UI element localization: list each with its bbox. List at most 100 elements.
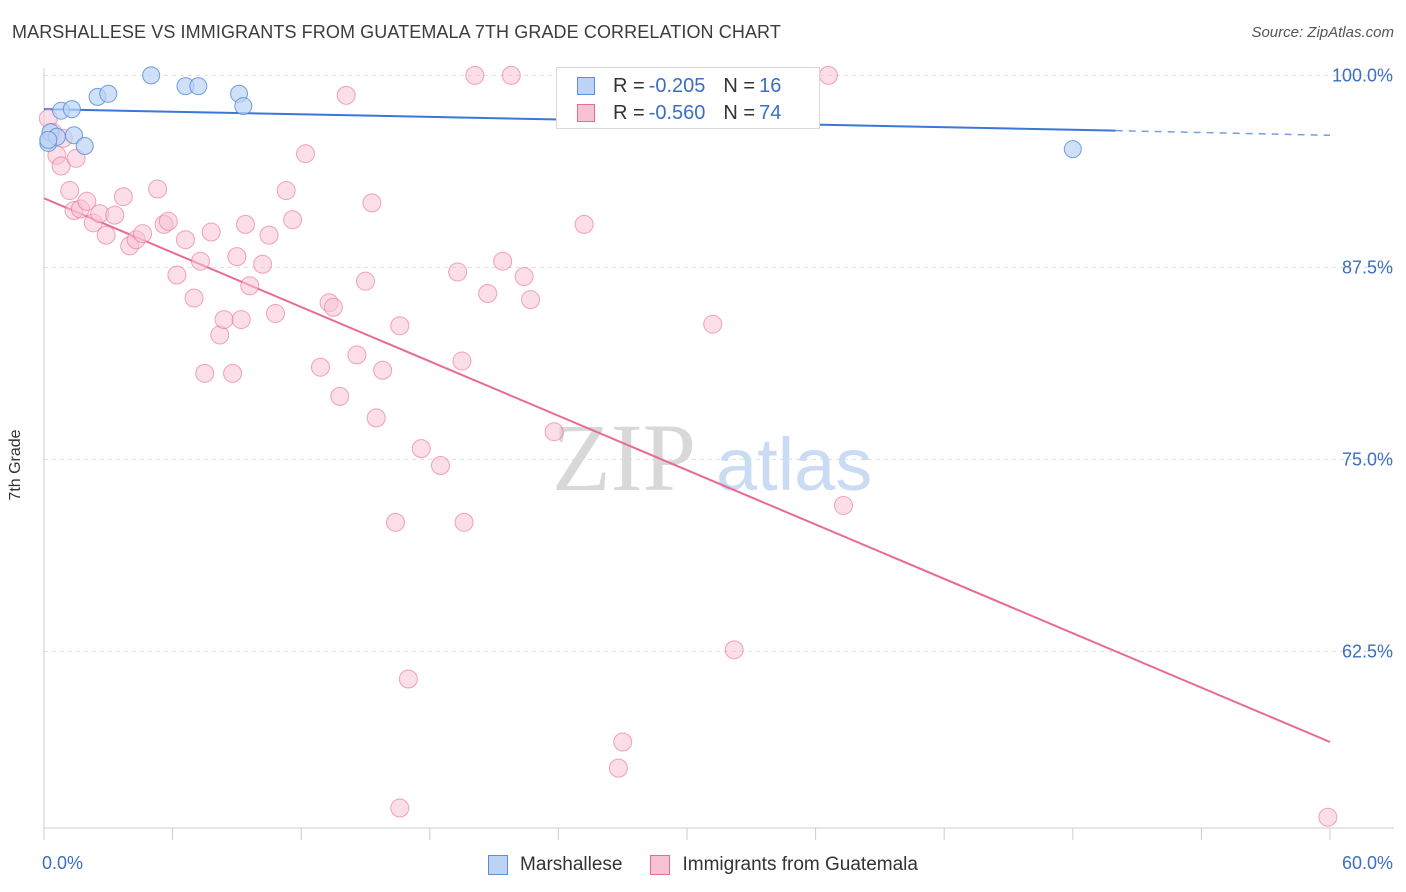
x-tick-label: 60.0% (1342, 853, 1393, 873)
data-point-guatemala (133, 224, 153, 244)
r-label: R = (613, 101, 645, 124)
r-value: -0.205 (648, 74, 706, 97)
data-point-guatemala (574, 214, 594, 234)
data-point-guatemala (148, 179, 168, 199)
data-point-guatemala (1318, 807, 1338, 827)
guatemala-swatch (577, 104, 595, 122)
tick-labels: 62.5% 75.0% 87.5% 100.0% 0.0% 60.0% (42, 65, 1393, 873)
stats-row-marshallese: R = -0.205 N = 16 (577, 73, 781, 99)
data-point-guatemala (201, 222, 221, 242)
stats-row-guatemala: R = -0.560 N = 74 (577, 100, 781, 126)
data-point-marshallese (39, 130, 58, 149)
data-point-guatemala (235, 214, 255, 234)
data-point-guatemala (323, 297, 343, 317)
data-point-guatemala (240, 276, 260, 296)
data-point-guatemala (310, 357, 330, 377)
data-point-guatemala (390, 316, 410, 336)
legend-label-marshallese: Marshallese (520, 854, 623, 875)
marshallese-swatch (577, 77, 595, 95)
legend-label-guatemala: Immigrants from Guatemala (682, 854, 918, 875)
data-point-guatemala (51, 156, 71, 176)
data-point-marshallese (1063, 140, 1082, 159)
data-point-guatemala (544, 422, 564, 442)
data-point-guatemala (452, 351, 472, 371)
data-point-guatemala (431, 456, 451, 476)
data-point-guatemala (608, 758, 628, 778)
data-point-guatemala (167, 265, 187, 285)
data-point-guatemala (613, 732, 633, 752)
data-point-guatemala (390, 798, 410, 818)
data-point-marshallese (75, 137, 94, 156)
trend-line-guatemala (43, 197, 1331, 743)
data-point-guatemala (158, 211, 178, 231)
series-marshallese-points (39, 66, 1082, 159)
data-point-guatemala (113, 187, 133, 207)
data-point-marshallese (142, 66, 161, 85)
data-point-guatemala (386, 512, 406, 532)
source-label: Source: ZipAtlas.com (1251, 24, 1394, 41)
data-point-guatemala (265, 303, 285, 323)
data-point-guatemala (465, 65, 485, 85)
data-point-guatemala (190, 251, 210, 271)
data-point-guatemala (77, 191, 97, 211)
data-point-guatemala (724, 640, 744, 660)
n-value: 74 (759, 101, 782, 124)
y-tick-label: 100.0% (1332, 65, 1393, 85)
watermark: ZIP atlas (552, 404, 872, 511)
legend: Marshallese Immigrants from Guatemala (0, 852, 1406, 878)
data-point-guatemala (276, 181, 296, 201)
data-point-guatemala (521, 290, 541, 310)
data-point-guatemala (514, 267, 534, 287)
data-point-guatemala (818, 65, 838, 85)
data-point-marshallese (189, 77, 208, 96)
data-point-guatemala (501, 65, 521, 85)
data-point-guatemala (253, 254, 273, 274)
data-point-guatemala (96, 225, 116, 245)
data-point-guatemala (214, 310, 234, 330)
y-tick-label: 75.0% (1342, 449, 1393, 469)
legend-item-marshallese[interactable]: Marshallese (488, 854, 622, 876)
data-point-guatemala (398, 669, 418, 689)
data-point-marshallese (234, 97, 253, 116)
data-point-marshallese (62, 100, 81, 119)
data-point-guatemala (356, 271, 375, 291)
data-point-guatemala (283, 210, 303, 230)
y-tick-label: 87.5% (1342, 257, 1393, 277)
data-point-marshallese (65, 126, 84, 145)
watermark-zip: ZIP (552, 404, 696, 511)
data-point-guatemala (60, 181, 80, 201)
data-point-guatemala (833, 495, 853, 515)
n-value: 16 (759, 74, 782, 97)
data-point-guatemala (411, 439, 431, 459)
stats-box: R = -0.205 N = 16 R = -0.560 N = 74 (556, 67, 820, 129)
data-point-guatemala (259, 225, 279, 245)
n-label: N = (723, 74, 756, 97)
data-point-guatemala (493, 251, 513, 271)
data-point-guatemala (227, 247, 247, 267)
watermark-atlas: atlas (716, 423, 872, 506)
r-value: -0.560 (648, 101, 706, 124)
data-point-guatemala (105, 205, 125, 225)
legend-swatch-guatemala (650, 855, 671, 875)
chart-title: MARSHALLESE VS IMMIGRANTS FROM GUATEMALA… (12, 22, 781, 42)
data-point-guatemala (184, 288, 204, 308)
data-point-guatemala (448, 262, 468, 282)
data-point-guatemala (362, 193, 382, 213)
data-point-guatemala (703, 314, 723, 334)
n-label: N = (723, 101, 756, 124)
data-point-guatemala (454, 512, 474, 532)
data-point-guatemala (373, 360, 393, 380)
data-point-guatemala (195, 363, 215, 383)
data-point-guatemala (478, 283, 498, 303)
legend-item-guatemala[interactable]: Immigrants from Guatemala (650, 854, 918, 876)
data-point-guatemala (295, 144, 315, 164)
axes (43, 68, 1394, 840)
trend-line-marshallese-extension (1115, 129, 1331, 137)
data-point-guatemala (231, 310, 251, 330)
data-point-guatemala (366, 408, 386, 428)
x-tick-label: 0.0% (42, 853, 83, 873)
data-point-guatemala (347, 345, 367, 365)
legend-swatch-marshallese (488, 855, 509, 875)
data-point-guatemala (330, 386, 350, 406)
